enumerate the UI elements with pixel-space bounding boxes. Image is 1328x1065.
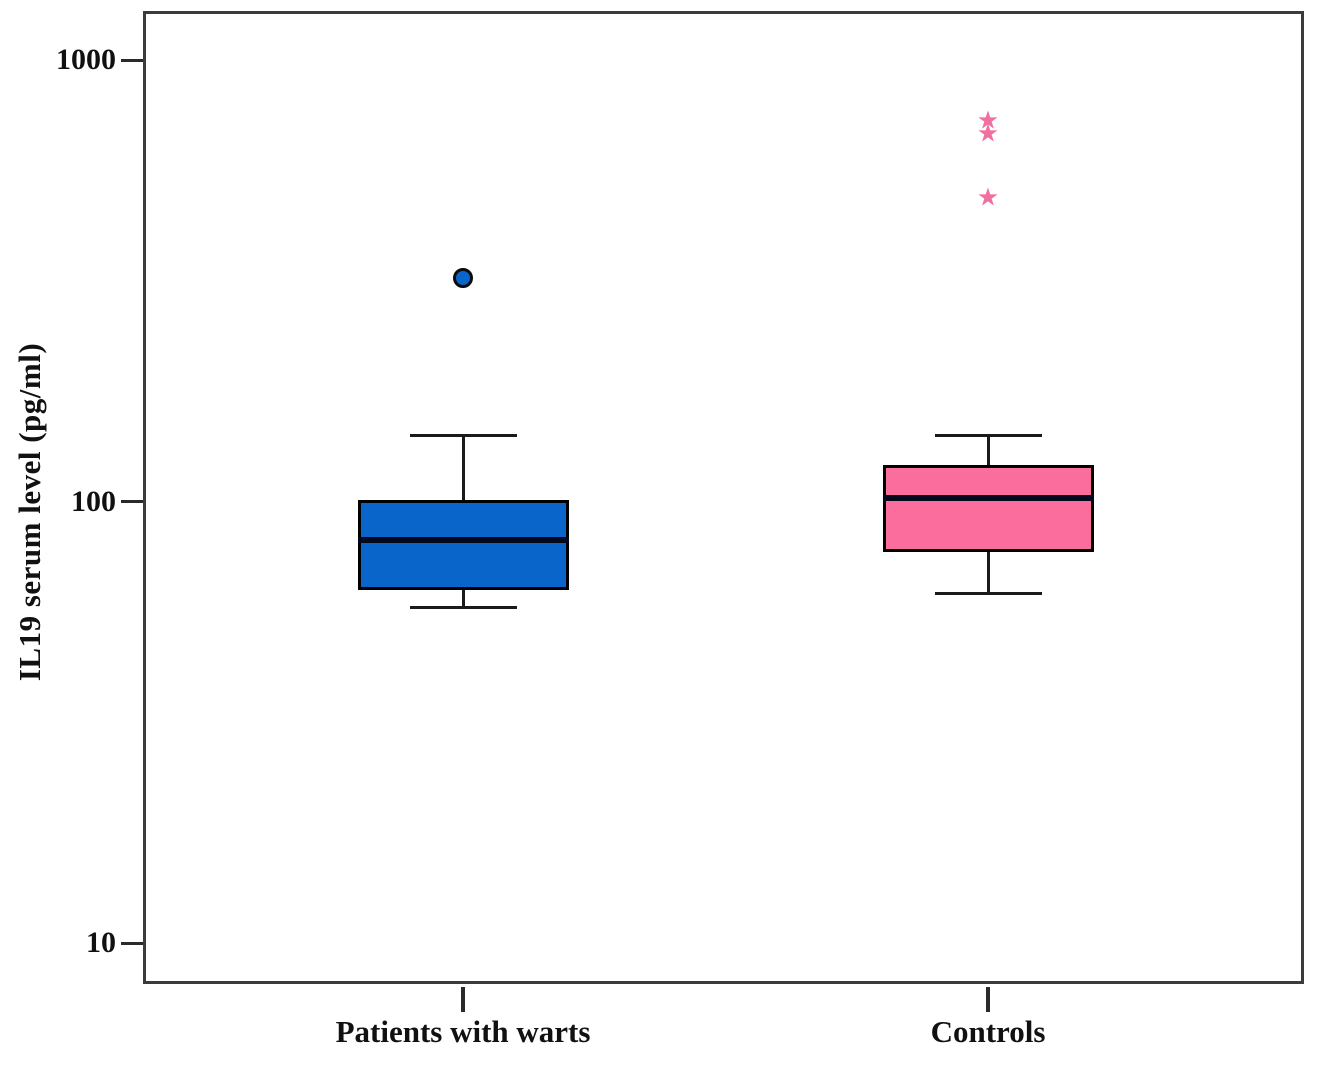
upper-whisker-cap	[934, 434, 1042, 438]
star-outlier-marker: ★	[976, 118, 1000, 148]
y-tick-label: 1000	[56, 43, 116, 76]
upper-whisker-cap	[409, 434, 517, 438]
median-line	[357, 536, 569, 543]
plot-area	[143, 11, 1304, 984]
x-category-label: Patients with warts	[335, 1014, 591, 1049]
outlier-circle-marker	[453, 268, 473, 289]
lower-whisker-stem	[461, 590, 465, 608]
star-outlier-marker: ★	[976, 182, 1000, 212]
star-outlier-marker: ★	[976, 105, 1000, 135]
y-tick-label: 100	[71, 484, 116, 518]
y-tick-mark	[121, 58, 143, 62]
lower-whisker-cap	[409, 606, 517, 610]
lower-whisker-cap	[934, 591, 1042, 595]
upper-whisker-stem	[986, 435, 990, 465]
x-tick-mark	[986, 987, 990, 1012]
x-category-label: Controls	[930, 1014, 1046, 1049]
y-tick-label: 10	[86, 926, 116, 959]
lower-whisker-stem	[986, 551, 990, 594]
iqr-box	[357, 499, 569, 591]
x-tick-mark	[461, 987, 465, 1012]
median-line	[882, 494, 1094, 501]
y-tick-mark	[121, 500, 143, 503]
upper-whisker-stem	[461, 435, 465, 500]
y-tick-mark	[121, 941, 143, 945]
iqr-box	[882, 464, 1094, 552]
